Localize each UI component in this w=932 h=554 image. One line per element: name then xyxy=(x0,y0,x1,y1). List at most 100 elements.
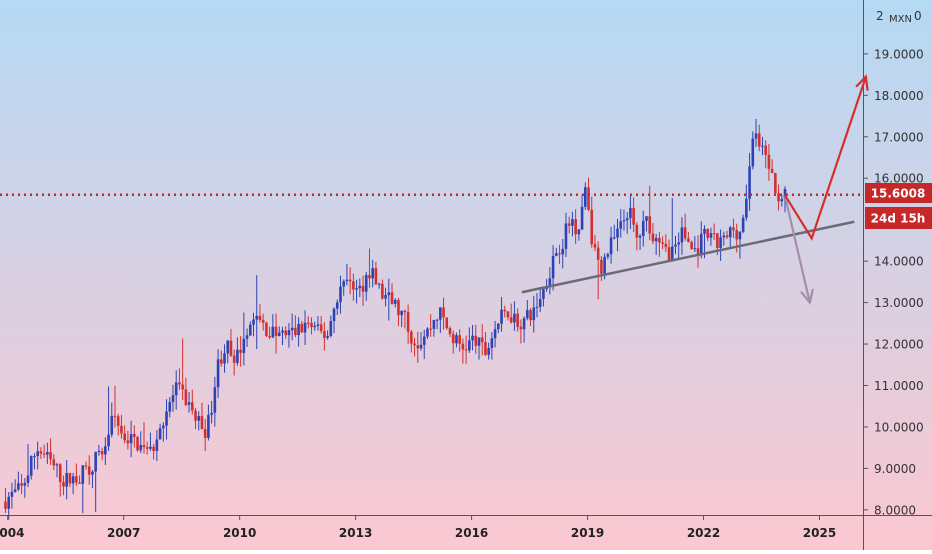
current-price-badge[interactable]: 15.6008 xyxy=(865,183,932,203)
candle-body xyxy=(480,337,484,343)
candle-body xyxy=(123,433,126,441)
candle-body xyxy=(13,489,17,492)
current-price-label: 15.6008 xyxy=(871,187,926,201)
y-axis[interactable]: 19.0000 18.0000 17.0000 16.0000 14.0000 13.00… xyxy=(863,47,924,517)
candle-body xyxy=(551,255,555,279)
candle-body xyxy=(239,349,242,353)
candle-body xyxy=(236,349,239,363)
candle-body xyxy=(616,228,619,238)
candle-body xyxy=(136,436,139,451)
candle-body xyxy=(477,337,481,346)
candle-body xyxy=(777,193,780,202)
candle-body xyxy=(683,227,687,239)
candle-body xyxy=(761,145,764,147)
candle-body xyxy=(558,253,561,255)
candle-body xyxy=(223,353,226,364)
countdown-badge: 24d 15h xyxy=(865,207,932,229)
candle-body xyxy=(297,323,300,336)
candle-body xyxy=(410,331,413,344)
candle-body xyxy=(564,223,568,249)
candle-body xyxy=(590,209,594,245)
candle-body xyxy=(471,335,474,341)
candle-body xyxy=(23,482,27,486)
support-trendline[interactable] xyxy=(521,220,855,294)
candle-body xyxy=(783,188,787,200)
candle-body xyxy=(55,464,59,466)
candle-body xyxy=(342,281,346,287)
y-tick-label: 8.0000 xyxy=(874,503,916,517)
candle-body xyxy=(555,253,558,256)
candle-body xyxy=(46,451,49,455)
candle-body xyxy=(735,230,738,240)
y-tick-label: 13.0000 xyxy=(874,296,924,310)
candle-body xyxy=(651,233,655,242)
candle-body xyxy=(149,446,152,449)
candle-body xyxy=(774,172,777,194)
candle-body xyxy=(219,359,223,364)
candle-body xyxy=(10,491,14,497)
candle-body xyxy=(542,289,545,299)
y-tick-label: 19.0000 xyxy=(874,47,924,61)
candle-body xyxy=(326,336,329,338)
candle-body xyxy=(184,389,188,405)
forecast-up-arrow-head xyxy=(855,74,869,91)
candle-body xyxy=(133,434,136,437)
candle-body xyxy=(7,496,10,509)
x-axis[interactable]: 2004 2007 2010 2013 2016 2019 2022 2025 xyxy=(0,515,836,540)
candle-body xyxy=(374,268,378,285)
candle-body xyxy=(416,345,420,349)
candle-body xyxy=(484,342,487,355)
candle-body xyxy=(393,299,397,304)
candle-body xyxy=(371,268,374,279)
candle-body xyxy=(232,355,236,363)
forecast-up-arrow[interactable] xyxy=(783,74,869,241)
candle-body xyxy=(226,340,230,354)
x-tick-label: 2025 xyxy=(803,526,836,540)
candle-body xyxy=(529,310,532,321)
x-tick-label: 2019 xyxy=(571,526,604,540)
candle-body xyxy=(335,302,339,309)
candle-body xyxy=(390,292,394,304)
candle-body xyxy=(255,315,259,320)
forecast-down-arrow-head xyxy=(800,288,814,306)
candle-body xyxy=(609,237,613,255)
candle-body xyxy=(561,248,565,255)
candle-body xyxy=(732,227,735,231)
candle-body xyxy=(725,235,729,238)
candle-body xyxy=(165,411,168,426)
y-tick-label: 14.0000 xyxy=(874,255,924,269)
candle-body xyxy=(567,223,571,226)
candle-body xyxy=(687,238,690,242)
candle-body xyxy=(439,307,442,320)
candle-body xyxy=(252,319,255,325)
candle-body xyxy=(757,133,761,147)
candle-body xyxy=(36,451,39,457)
candle-body xyxy=(268,335,271,338)
candle-body xyxy=(712,233,716,235)
candle-body xyxy=(294,327,297,336)
candle-body xyxy=(538,298,542,307)
candle-body xyxy=(284,330,288,336)
forecast-down-arrow[interactable] xyxy=(783,194,814,306)
candle-body xyxy=(751,138,755,167)
candle-body xyxy=(213,387,217,413)
candle-body xyxy=(171,395,175,403)
candle-body xyxy=(728,227,732,238)
candle-body xyxy=(680,227,684,243)
candle-body xyxy=(265,322,268,336)
candle-body xyxy=(709,233,713,238)
candle-body xyxy=(490,338,494,348)
candle-body xyxy=(738,231,742,240)
candle-body xyxy=(191,402,194,411)
candle-body xyxy=(664,243,668,248)
forecast-up-arrow-line xyxy=(783,76,867,241)
candle-body xyxy=(78,482,81,484)
candle-body xyxy=(97,451,101,453)
candle-body xyxy=(526,310,529,319)
candle-body xyxy=(203,429,207,438)
candle-body xyxy=(587,187,590,210)
candle-body xyxy=(155,439,159,451)
candle-body xyxy=(62,482,65,487)
